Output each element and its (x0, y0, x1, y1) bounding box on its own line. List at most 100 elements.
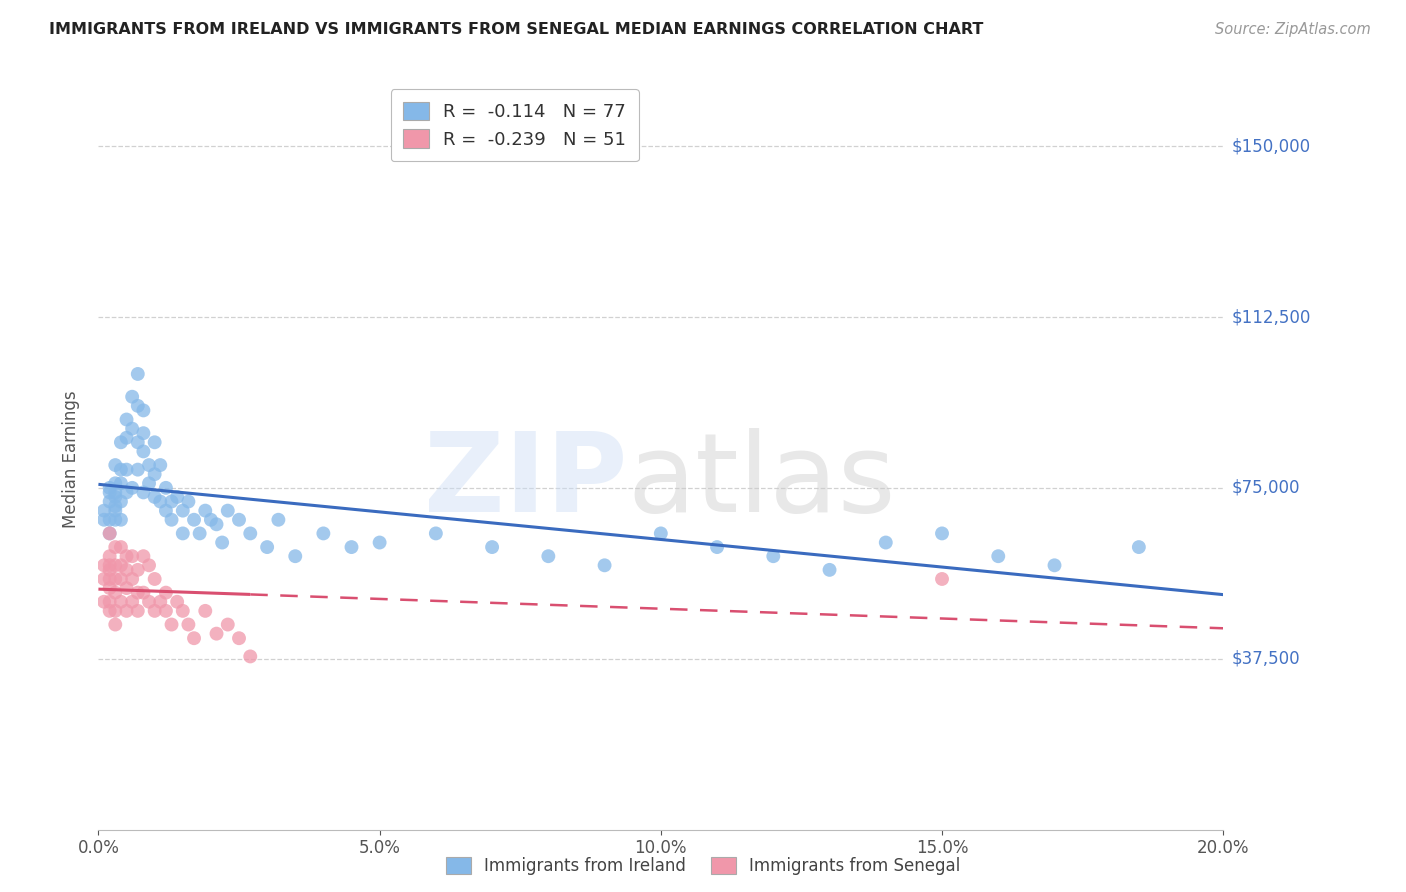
Point (98, 513, 121, 527)
Point (104, 458, 127, 472)
Point (425, 526, 447, 541)
Point (98, 485, 121, 500)
Point (132, 426, 155, 441)
Point (149, 494, 172, 508)
Point (115, 462, 138, 476)
Point (93, 558, 115, 573)
Point (104, 604, 127, 618)
Point (98, 494, 121, 508)
Point (98, 604, 121, 618)
Point (93, 503, 115, 517)
Point (1128, 540, 1150, 554)
Point (143, 572, 166, 586)
Point (98, 595, 121, 609)
Point (155, 481, 177, 495)
Point (93, 572, 115, 586)
Point (183, 631, 205, 645)
Point (138, 458, 160, 472)
Point (368, 535, 391, 549)
Point (121, 572, 143, 586)
Point (132, 549, 155, 564)
Point (104, 499, 127, 513)
Point (931, 572, 953, 586)
Point (98, 558, 121, 573)
Point (481, 540, 503, 554)
Legend: R =  -0.114   N = 77, R =  -0.239   N = 51: R = -0.114 N = 77, R = -0.239 N = 51 (391, 89, 638, 161)
Point (172, 503, 194, 517)
Point (537, 549, 560, 564)
Point (115, 485, 138, 500)
Point (166, 595, 188, 609)
Point (98, 549, 121, 564)
Point (115, 549, 138, 564)
Y-axis label: Median Earnings: Median Earnings (62, 391, 80, 528)
Point (177, 494, 200, 508)
Text: atlas: atlas (627, 428, 896, 535)
Point (127, 399, 149, 413)
Point (340, 540, 363, 554)
Point (200, 513, 222, 527)
Point (115, 563, 138, 577)
Point (194, 503, 217, 517)
Point (183, 513, 205, 527)
Text: IMMIGRANTS FROM IRELAND VS IMMIGRANTS FROM SENEGAL MEDIAN EARNINGS CORRELATION C: IMMIGRANTS FROM IRELAND VS IMMIGRANTS FR… (49, 22, 984, 37)
Point (110, 572, 132, 586)
Point (194, 604, 217, 618)
Point (267, 513, 290, 527)
Point (239, 526, 262, 541)
Point (143, 490, 166, 504)
Point (121, 481, 143, 495)
Point (172, 526, 194, 541)
Point (127, 585, 149, 599)
Legend: Immigrants from Ireland, Immigrants from Senegal: Immigrants from Ireland, Immigrants from… (437, 849, 969, 884)
Text: Source: ZipAtlas.com: Source: ZipAtlas.com (1215, 22, 1371, 37)
Point (217, 617, 239, 632)
Point (115, 412, 138, 426)
Point (115, 431, 138, 445)
Point (104, 476, 127, 491)
Point (217, 503, 239, 517)
Point (127, 367, 149, 381)
Point (110, 476, 132, 491)
Point (188, 526, 211, 541)
Point (256, 540, 278, 554)
Point (132, 403, 155, 417)
Point (93, 513, 115, 527)
Point (104, 617, 127, 632)
Point (132, 444, 155, 458)
Point (104, 558, 127, 573)
Point (138, 476, 160, 491)
Text: $150,000: $150,000 (1232, 137, 1310, 155)
Point (143, 467, 166, 482)
Point (104, 503, 127, 517)
Point (132, 485, 155, 500)
Point (104, 585, 127, 599)
Point (211, 535, 233, 549)
Point (593, 558, 616, 573)
Point (110, 462, 132, 476)
Point (98, 563, 121, 577)
Point (160, 494, 183, 508)
Point (98, 481, 121, 495)
Point (98, 526, 121, 541)
Point (143, 435, 166, 450)
Point (127, 462, 149, 476)
Text: $112,500: $112,500 (1232, 308, 1310, 326)
Point (104, 572, 127, 586)
Point (138, 558, 160, 573)
Point (160, 513, 183, 527)
Point (149, 458, 172, 472)
Point (104, 490, 127, 504)
Point (104, 513, 127, 527)
Point (650, 526, 672, 541)
Point (284, 549, 307, 564)
Point (110, 540, 132, 554)
Point (138, 595, 160, 609)
Point (818, 563, 841, 577)
Point (110, 595, 132, 609)
Point (127, 604, 149, 618)
Text: ZIP: ZIP (423, 428, 627, 535)
Point (121, 422, 143, 436)
Point (110, 435, 132, 450)
Point (98, 581, 121, 595)
